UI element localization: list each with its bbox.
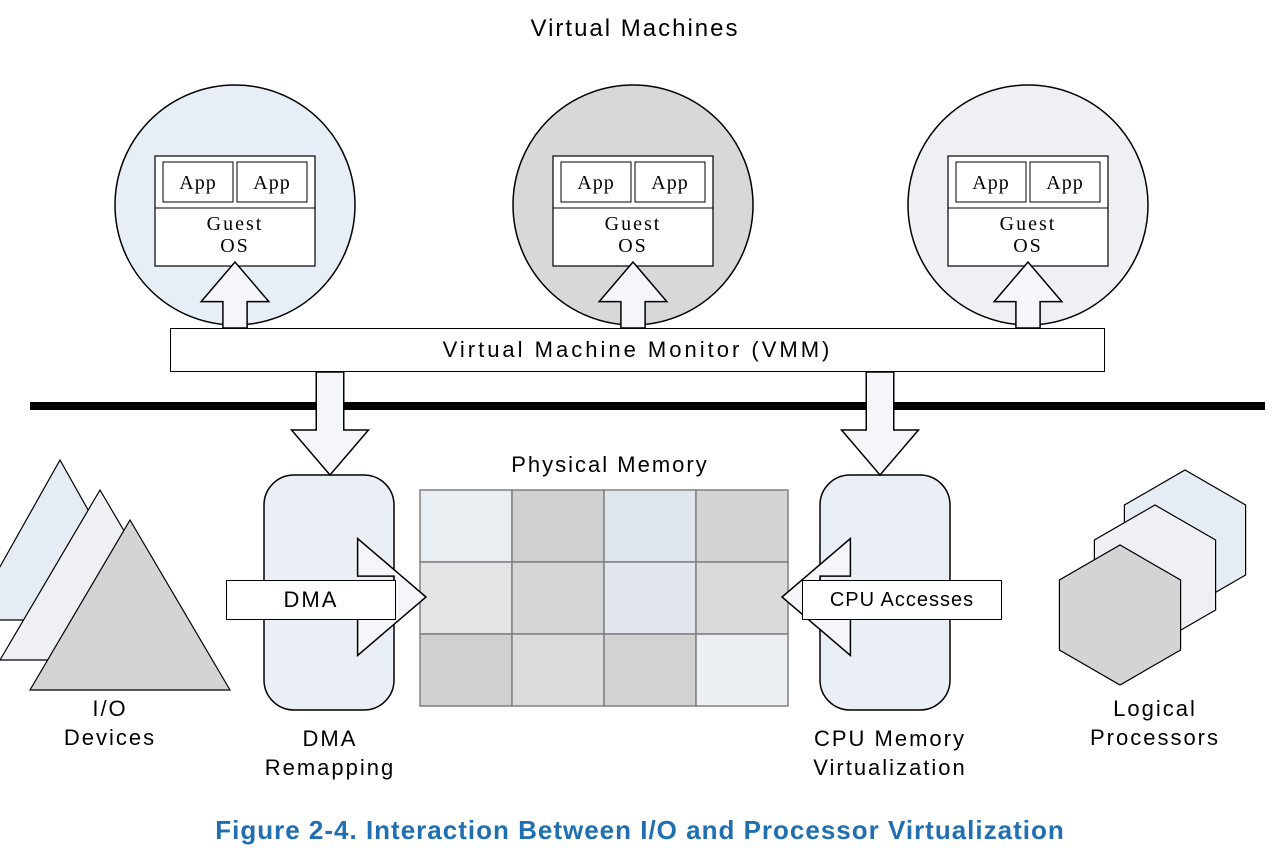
dma-label-box: DMA xyxy=(226,580,396,620)
cpu-accesses-label: CPU Accesses xyxy=(830,589,974,612)
diagram-stage: Virtual Machines AppAppGuestOSAppAppGues… xyxy=(0,0,1282,862)
cpu-accesses-label-box: CPU Accesses xyxy=(802,580,1002,620)
cpu-memory-virt-label: CPU Memory Virtualization xyxy=(740,725,1040,782)
dma-label: DMA xyxy=(284,587,339,613)
logical-processors-label: Logical Processors xyxy=(1040,695,1270,752)
figure-caption: Figure 2-4. Interaction Between I/O and … xyxy=(60,815,1220,846)
io-devices-label: I/O Devices xyxy=(20,695,200,752)
dma-remapping-label: DMA Remapping xyxy=(200,725,460,782)
